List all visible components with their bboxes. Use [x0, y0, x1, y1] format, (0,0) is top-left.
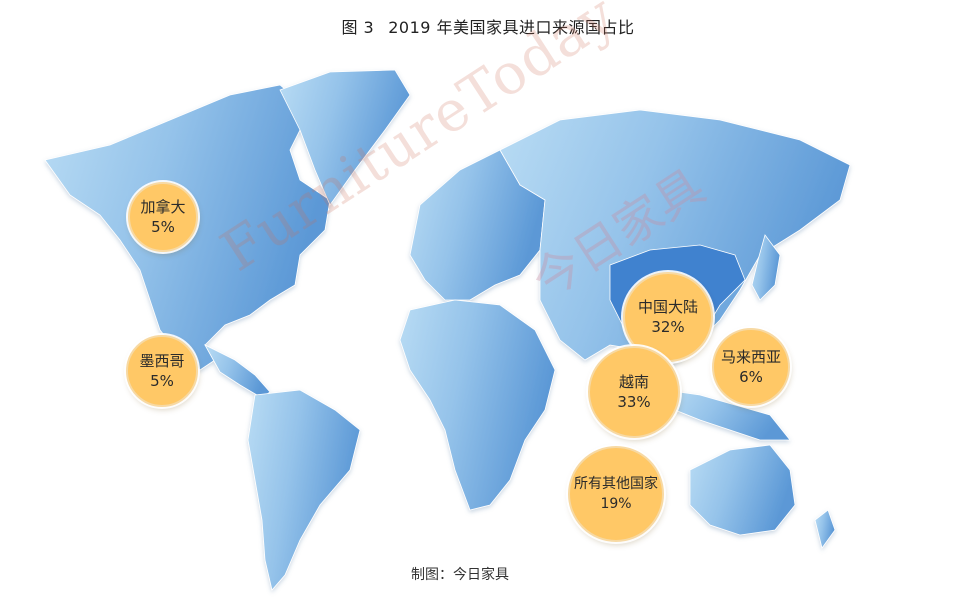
new-zealand: [814, 509, 836, 549]
central-america: [204, 344, 271, 399]
bubble-value: 19%: [600, 496, 632, 512]
australia: [689, 444, 796, 536]
bubble-label: 中国大陆: [637, 298, 698, 316]
bubble-others: 所有其他国家 19%: [568, 446, 664, 542]
figure-number: 图 3: [341, 18, 375, 37]
bubble-canada: 加拿大 5%: [128, 182, 198, 252]
greenland: [279, 69, 411, 206]
bubble-value: 32%: [651, 318, 685, 336]
bubble-value: 5%: [150, 372, 174, 390]
japan: [751, 234, 781, 301]
southeast-asia-islands: [664, 389, 791, 441]
bubble-mexico: 墨西哥 5%: [126, 335, 198, 407]
bubble-label: 越南: [618, 373, 649, 391]
bubble-value: 6%: [739, 368, 763, 386]
bubble-value: 33%: [617, 393, 651, 411]
bubble-label: 所有其他国家: [574, 476, 658, 492]
page-title: 图 3 2019 年美国家具进口来源国占比: [0, 14, 976, 38]
bubble-vietnam: 越南 33%: [588, 346, 680, 438]
south-america: [247, 389, 361, 591]
figure-title: 2019 年美国家具进口来源国占比: [388, 18, 635, 37]
bubble-label: 马来西亚: [720, 348, 781, 366]
bubble-label: 加拿大: [140, 198, 186, 216]
credit-note: 制图：今日家具: [411, 567, 509, 583]
bubble-value: 5%: [151, 218, 175, 236]
bubble-label: 墨西哥: [139, 352, 185, 370]
bubble-malaysia: 马来西亚 6%: [712, 328, 790, 406]
bubble-china: 中国大陆 32%: [623, 272, 713, 362]
africa: [399, 299, 556, 511]
